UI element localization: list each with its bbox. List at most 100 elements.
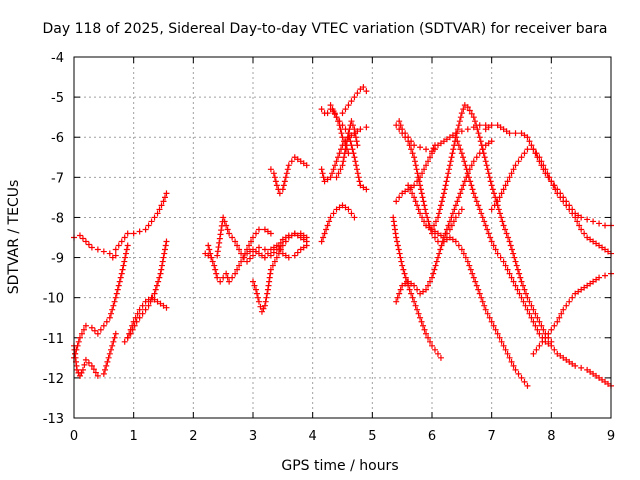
data-point-marker — [421, 202, 428, 209]
data-point-marker — [106, 250, 113, 257]
data-point-marker — [554, 190, 561, 197]
data-point-marker — [430, 145, 437, 152]
data-point-marker — [340, 154, 347, 161]
data-point-marker — [120, 262, 127, 269]
data-point-marker — [482, 158, 489, 165]
data-point-marker — [82, 238, 89, 245]
data-point-marker — [548, 178, 555, 185]
data-point-marker — [113, 290, 120, 297]
data-point-marker — [339, 162, 346, 169]
data-point-marker — [422, 206, 429, 213]
data-point-marker — [112, 294, 119, 301]
data-point-marker — [453, 130, 460, 137]
data-point-marker — [158, 266, 165, 273]
data-point-marker — [153, 282, 160, 289]
data-point-marker — [74, 342, 81, 349]
data-point-marker — [327, 174, 334, 181]
data-point-marker — [123, 246, 130, 253]
data-point-marker — [271, 258, 278, 265]
data-point-marker — [490, 242, 497, 249]
data-point-marker — [463, 166, 470, 173]
data-point-marker — [350, 150, 357, 157]
data-point-marker — [506, 238, 513, 245]
data-point-marker — [536, 342, 543, 349]
data-point-marker — [400, 266, 407, 273]
x-tick-label: 8 — [547, 429, 555, 444]
data-point-marker — [421, 166, 428, 173]
data-point-marker — [393, 298, 400, 305]
data-point-marker — [530, 146, 537, 153]
data-point-marker — [318, 166, 325, 173]
data-point-marker — [524, 306, 531, 313]
data-point-marker — [455, 122, 462, 129]
data-point-marker — [470, 114, 477, 121]
data-point-marker — [417, 314, 424, 321]
data-point-marker — [434, 350, 441, 357]
data-point-marker — [124, 334, 131, 341]
data-point-marker — [353, 162, 360, 169]
data-point-marker — [584, 216, 591, 223]
data-point-marker — [448, 222, 455, 229]
data-point-marker — [500, 222, 507, 229]
data-point-marker — [560, 306, 567, 313]
data-point-marker — [491, 190, 498, 197]
data-point-marker — [432, 262, 439, 269]
series-s17 — [318, 202, 358, 245]
data-point-marker — [455, 142, 462, 149]
y-tick-label: -4 — [51, 51, 64, 66]
data-point-marker — [88, 324, 95, 331]
data-point-marker — [107, 346, 114, 353]
data-point-marker — [540, 326, 547, 333]
data-point-marker — [423, 286, 430, 293]
data-point-marker — [485, 230, 492, 237]
data-point-marker — [76, 372, 83, 379]
data-point-marker — [479, 146, 486, 153]
data-point-marker — [473, 282, 480, 289]
data-point-marker — [445, 170, 452, 177]
x-tick-label: 7 — [488, 429, 496, 444]
data-point-marker — [574, 218, 581, 225]
data-point-marker — [437, 202, 444, 209]
data-point-marker — [319, 170, 326, 177]
data-point-marker — [602, 272, 609, 279]
data-point-marker — [436, 250, 443, 257]
data-point-marker — [254, 294, 261, 301]
data-point-marker — [545, 330, 552, 337]
data-point-marker — [417, 182, 424, 189]
data-point-marker — [94, 372, 101, 379]
data-point-marker — [450, 218, 457, 225]
data-point-marker — [429, 226, 435, 233]
data-point-marker — [360, 84, 367, 91]
data-point-marker — [513, 262, 520, 269]
data-point-marker — [528, 142, 535, 149]
data-point-marker — [411, 182, 418, 189]
data-point-marker — [339, 110, 346, 117]
data-point-marker — [217, 278, 224, 285]
data-point-marker — [397, 122, 404, 129]
data-point-marker — [419, 194, 426, 201]
data-point-marker — [76, 334, 83, 341]
series-s18 — [333, 118, 361, 181]
data-point-marker — [103, 318, 110, 325]
data-point-marker — [345, 102, 352, 109]
data-point-marker — [258, 308, 265, 315]
data-point-marker — [154, 210, 161, 217]
data-point-marker — [398, 258, 405, 265]
data-point-marker — [496, 194, 503, 201]
data-point-marker — [276, 246, 283, 253]
data-point-marker — [349, 122, 356, 129]
data-point-marker — [130, 230, 137, 237]
data-point-marker — [220, 214, 227, 221]
data-point-marker — [261, 254, 268, 261]
data-point-marker — [443, 230, 450, 237]
data-point-marker — [516, 290, 523, 297]
data-point-marker — [498, 338, 505, 345]
data-point-marker — [578, 226, 585, 233]
data-point-marker — [92, 369, 99, 376]
data-point-marker — [329, 106, 336, 113]
data-point-marker — [487, 234, 494, 241]
data-point-marker — [526, 298, 533, 305]
data-point-marker — [229, 274, 236, 281]
data-point-marker — [548, 342, 555, 349]
data-point-marker — [492, 326, 499, 333]
